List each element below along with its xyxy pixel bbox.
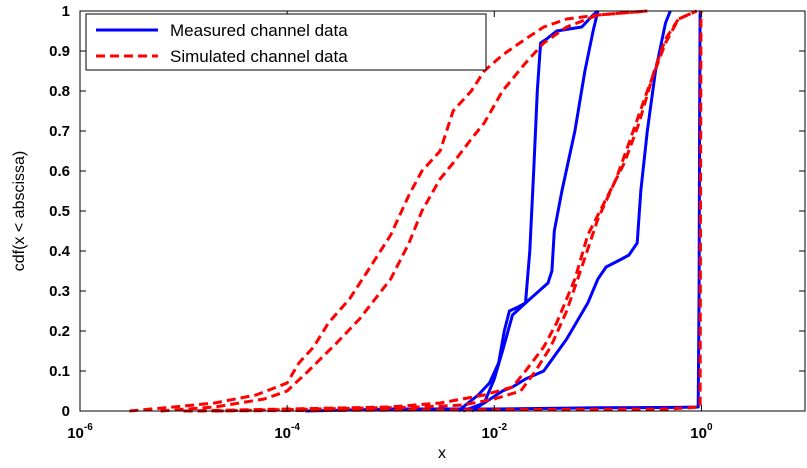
y-tick-label: 0.5: [49, 203, 70, 220]
x-tick-exponent: -4: [291, 422, 300, 433]
y-axis-label: cdf(x < abscissa): [11, 151, 28, 271]
x-tick-label: 10-2: [481, 422, 507, 442]
series-line-simulated-5: [160, 9, 648, 413]
x-tick-label: 10-4: [274, 422, 300, 442]
x-tick-base: 10: [274, 425, 291, 442]
series-layer: [129, 9, 703, 413]
x-tick-base: 10: [690, 425, 707, 442]
y-tick-label: 0.4: [49, 243, 71, 260]
y-tick-label: 0.6: [49, 163, 70, 180]
y-tick-label: 0.9: [49, 43, 70, 60]
series-line-simulated-6: [183, 9, 698, 413]
series-line-measured-0: [457, 9, 599, 413]
legend-box: [85, 13, 487, 71]
series-line-measured-2: [462, 10, 672, 413]
x-tick-base: 10: [481, 425, 498, 442]
y-tick-label: 0.2: [49, 323, 70, 340]
y-tick-label: 0: [62, 403, 70, 420]
x-tick-label: 100: [690, 422, 713, 442]
y-tick-label: 0.1: [49, 363, 70, 380]
x-tick-exponent: -6: [84, 422, 93, 433]
x-tick-label: 10-6: [67, 422, 93, 442]
x-tick-base: 10: [67, 425, 84, 442]
x-axis-label: x: [438, 445, 446, 462]
y-tick-label: 0.3: [49, 283, 70, 300]
series-line-simulated-4: [129, 9, 648, 413]
series-line-simulated-7: [214, 9, 698, 413]
x-tick-exponent: 0: [707, 422, 713, 433]
series-line-simulated-8: [183, 10, 703, 413]
legend: Measured channel data Simulated channel …: [85, 13, 487, 71]
legend-label-measured: Measured channel data: [170, 21, 348, 40]
legend-label-simulated: Simulated channel data: [170, 47, 348, 66]
y-tick-label: 0.8: [49, 83, 70, 100]
y-tick-label: 1: [62, 3, 70, 20]
y-tick-label: 0.7: [49, 123, 70, 140]
plot-frame: [79, 10, 806, 412]
series-line-measured-1: [470, 10, 600, 413]
x-tick-exponent: -2: [498, 422, 507, 433]
